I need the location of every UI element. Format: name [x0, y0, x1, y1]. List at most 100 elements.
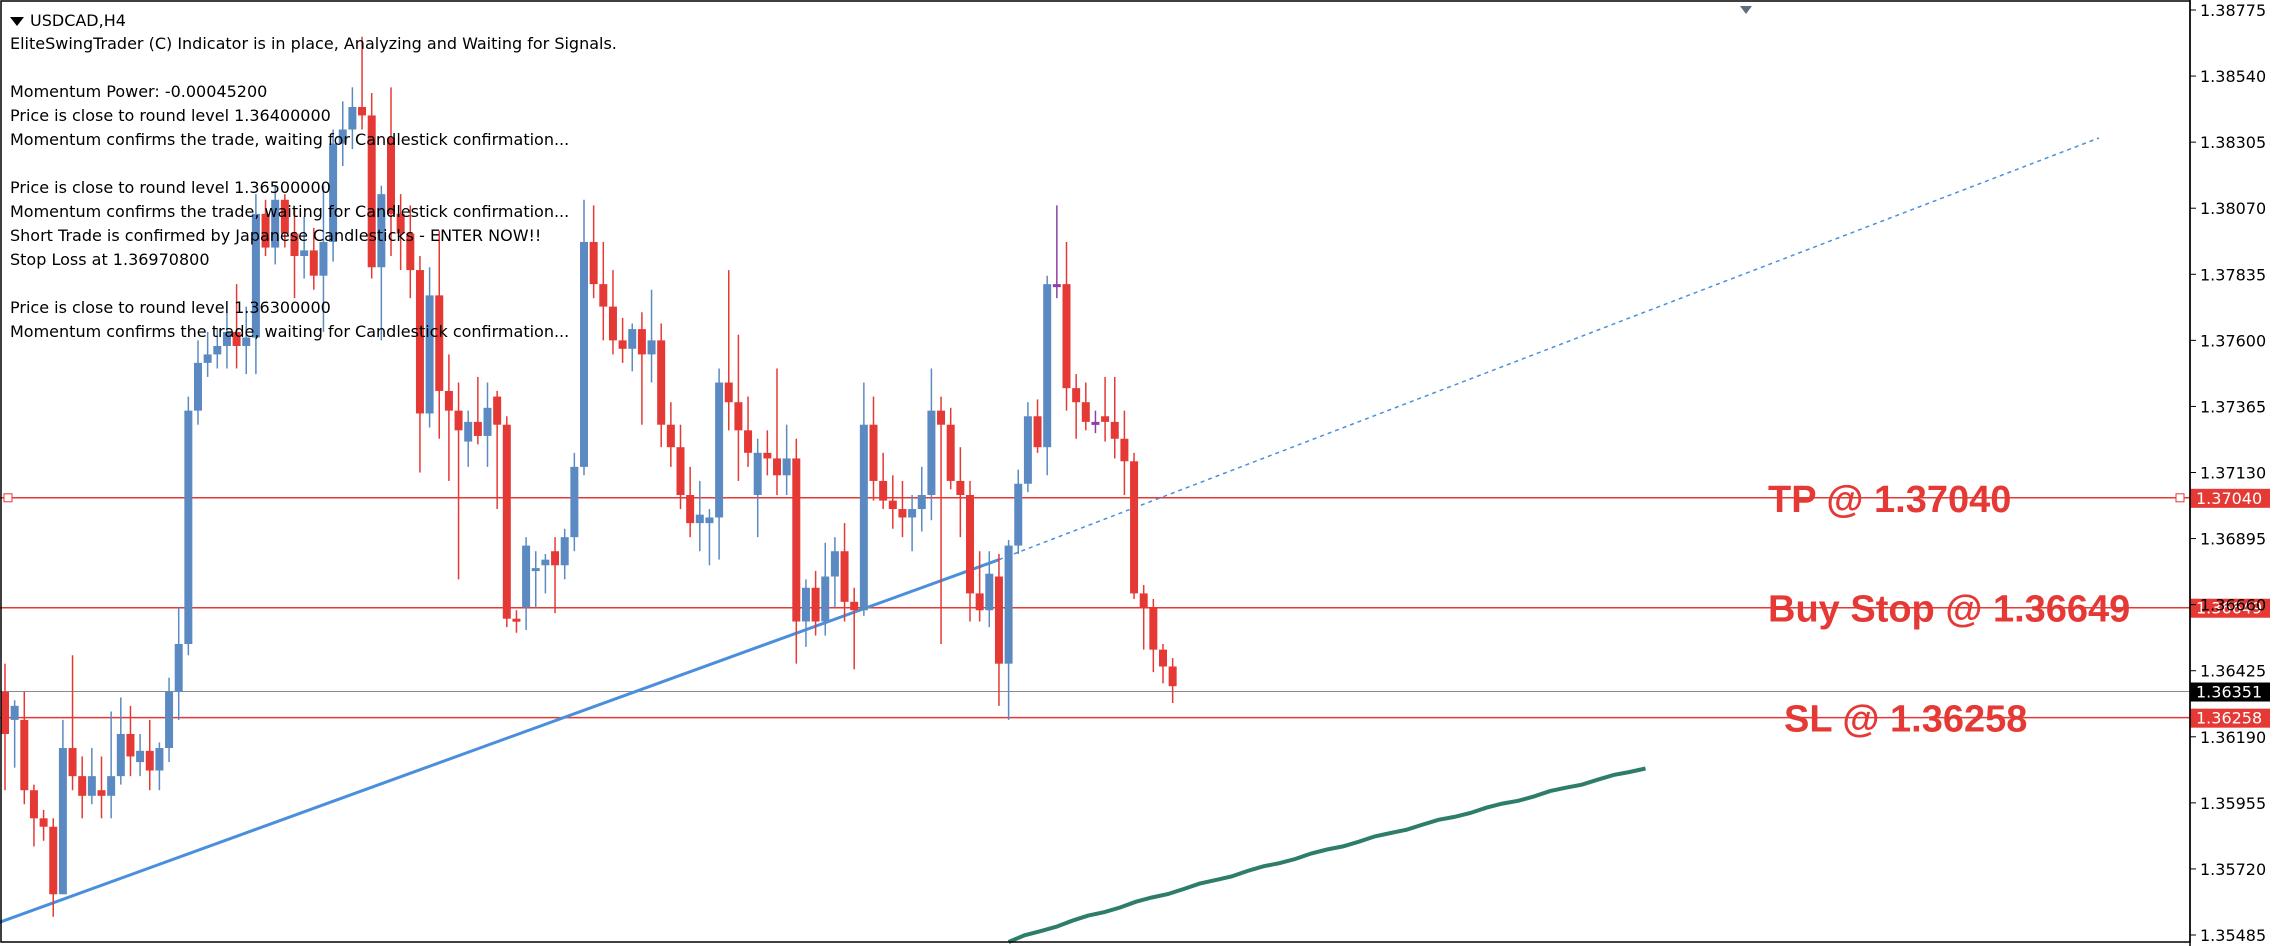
candle[interactable] — [850, 587, 859, 670]
candle[interactable] — [599, 241, 608, 341]
candle[interactable] — [1023, 402, 1032, 493]
candle[interactable] — [290, 208, 299, 299]
candle[interactable] — [801, 579, 810, 647]
candle[interactable] — [830, 537, 839, 608]
candle[interactable] — [136, 733, 145, 777]
candle[interactable] — [724, 270, 733, 431]
candle[interactable] — [637, 312, 646, 425]
candle[interactable] — [464, 410, 473, 467]
candle[interactable] — [705, 509, 714, 566]
candle[interactable] — [232, 284, 241, 369]
candle[interactable] — [734, 334, 743, 481]
candle[interactable] — [773, 368, 781, 495]
candle[interactable] — [1004, 539, 1013, 720]
candle[interactable] — [435, 230, 444, 439]
symbol-header[interactable]: USDCAD,H4 — [10, 10, 617, 32]
candle[interactable] — [251, 194, 260, 375]
candle[interactable] — [39, 809, 48, 841]
candle[interactable] — [454, 382, 463, 580]
candle[interactable] — [483, 382, 492, 467]
candle[interactable] — [869, 396, 878, 501]
candle[interactable] — [78, 756, 87, 819]
candle[interactable] — [1091, 410, 1100, 434]
candle[interactable] — [994, 554, 1003, 706]
candle[interactable] — [657, 323, 666, 448]
candle[interactable] — [821, 542, 830, 636]
candle[interactable] — [222, 312, 231, 369]
candle[interactable] — [840, 523, 849, 622]
candle[interactable] — [473, 376, 482, 445]
candle[interactable] — [396, 194, 405, 271]
dropdown-triangle-icon[interactable] — [10, 16, 24, 26]
candle[interactable] — [1072, 374, 1081, 439]
candle[interactable] — [280, 194, 289, 248]
candle[interactable] — [1149, 599, 1158, 673]
candle[interactable] — [415, 256, 424, 473]
candle[interactable] — [1159, 644, 1167, 684]
candle[interactable] — [165, 677, 174, 763]
candle[interactable] — [184, 396, 193, 656]
candle[interactable] — [1052, 205, 1061, 299]
candle[interactable] — [628, 323, 637, 372]
candle[interactable] — [58, 719, 67, 895]
trendline[interactable] — [0, 558, 1000, 945]
candle[interactable] — [946, 407, 955, 490]
candle[interactable] — [715, 368, 724, 560]
candle[interactable] — [1110, 376, 1119, 459]
candle[interactable] — [937, 396, 946, 645]
candle[interactable] — [647, 289, 656, 383]
candle[interactable] — [300, 216, 309, 279]
candle[interactable] — [329, 129, 338, 262]
candle[interactable] — [338, 101, 347, 167]
candle[interactable] — [975, 551, 984, 622]
candle[interactable] — [763, 430, 772, 476]
candle[interactable] — [570, 452, 579, 552]
candle[interactable] — [589, 205, 598, 299]
level-anchor-right[interactable] — [2175, 493, 2185, 503]
candle[interactable] — [261, 199, 270, 257]
candle[interactable] — [155, 742, 164, 791]
chart-shift-marker-icon[interactable] — [1740, 6, 1752, 14]
candle[interactable] — [560, 528, 569, 580]
candle[interactable] — [608, 270, 617, 355]
candle[interactable] — [1130, 452, 1139, 600]
candle[interactable] — [367, 92, 376, 279]
candle[interactable] — [194, 340, 202, 425]
candle[interactable] — [20, 691, 29, 805]
candle[interactable] — [387, 87, 395, 257]
candle[interactable] — [242, 306, 251, 375]
candle[interactable] — [1014, 469, 1023, 555]
candle[interactable] — [97, 756, 106, 819]
candle[interactable] — [888, 475, 897, 529]
candle[interactable] — [1101, 376, 1110, 442]
candle[interactable] — [985, 551, 994, 628]
candle[interactable] — [406, 205, 415, 299]
candle[interactable] — [1033, 399, 1042, 453]
candle[interactable] — [29, 784, 38, 847]
candle[interactable] — [1062, 241, 1071, 411]
candle[interactable] — [49, 818, 58, 917]
candle[interactable] — [68, 655, 77, 791]
candle[interactable] — [348, 87, 357, 150]
candle[interactable] — [309, 227, 318, 290]
candle[interactable] — [502, 416, 511, 628]
candle[interactable] — [377, 185, 386, 341]
candle[interactable] — [1043, 275, 1052, 476]
candle[interactable] — [145, 719, 154, 791]
candle[interactable] — [1, 663, 9, 791]
candle[interactable] — [686, 466, 695, 538]
candle[interactable] — [966, 480, 974, 622]
candle[interactable] — [811, 570, 820, 636]
level-anchor-left[interactable] — [3, 493, 13, 503]
candle[interactable] — [174, 607, 183, 720]
candle[interactable] — [879, 452, 888, 510]
candle[interactable] — [541, 554, 550, 594]
candle[interactable] — [1081, 382, 1090, 431]
candle[interactable] — [618, 317, 627, 363]
candle[interactable] — [522, 537, 531, 630]
candle[interactable] — [956, 447, 965, 538]
candle[interactable] — [444, 354, 453, 481]
candle[interactable] — [792, 438, 801, 664]
candle[interactable] — [666, 402, 675, 467]
candle[interactable] — [859, 382, 868, 616]
